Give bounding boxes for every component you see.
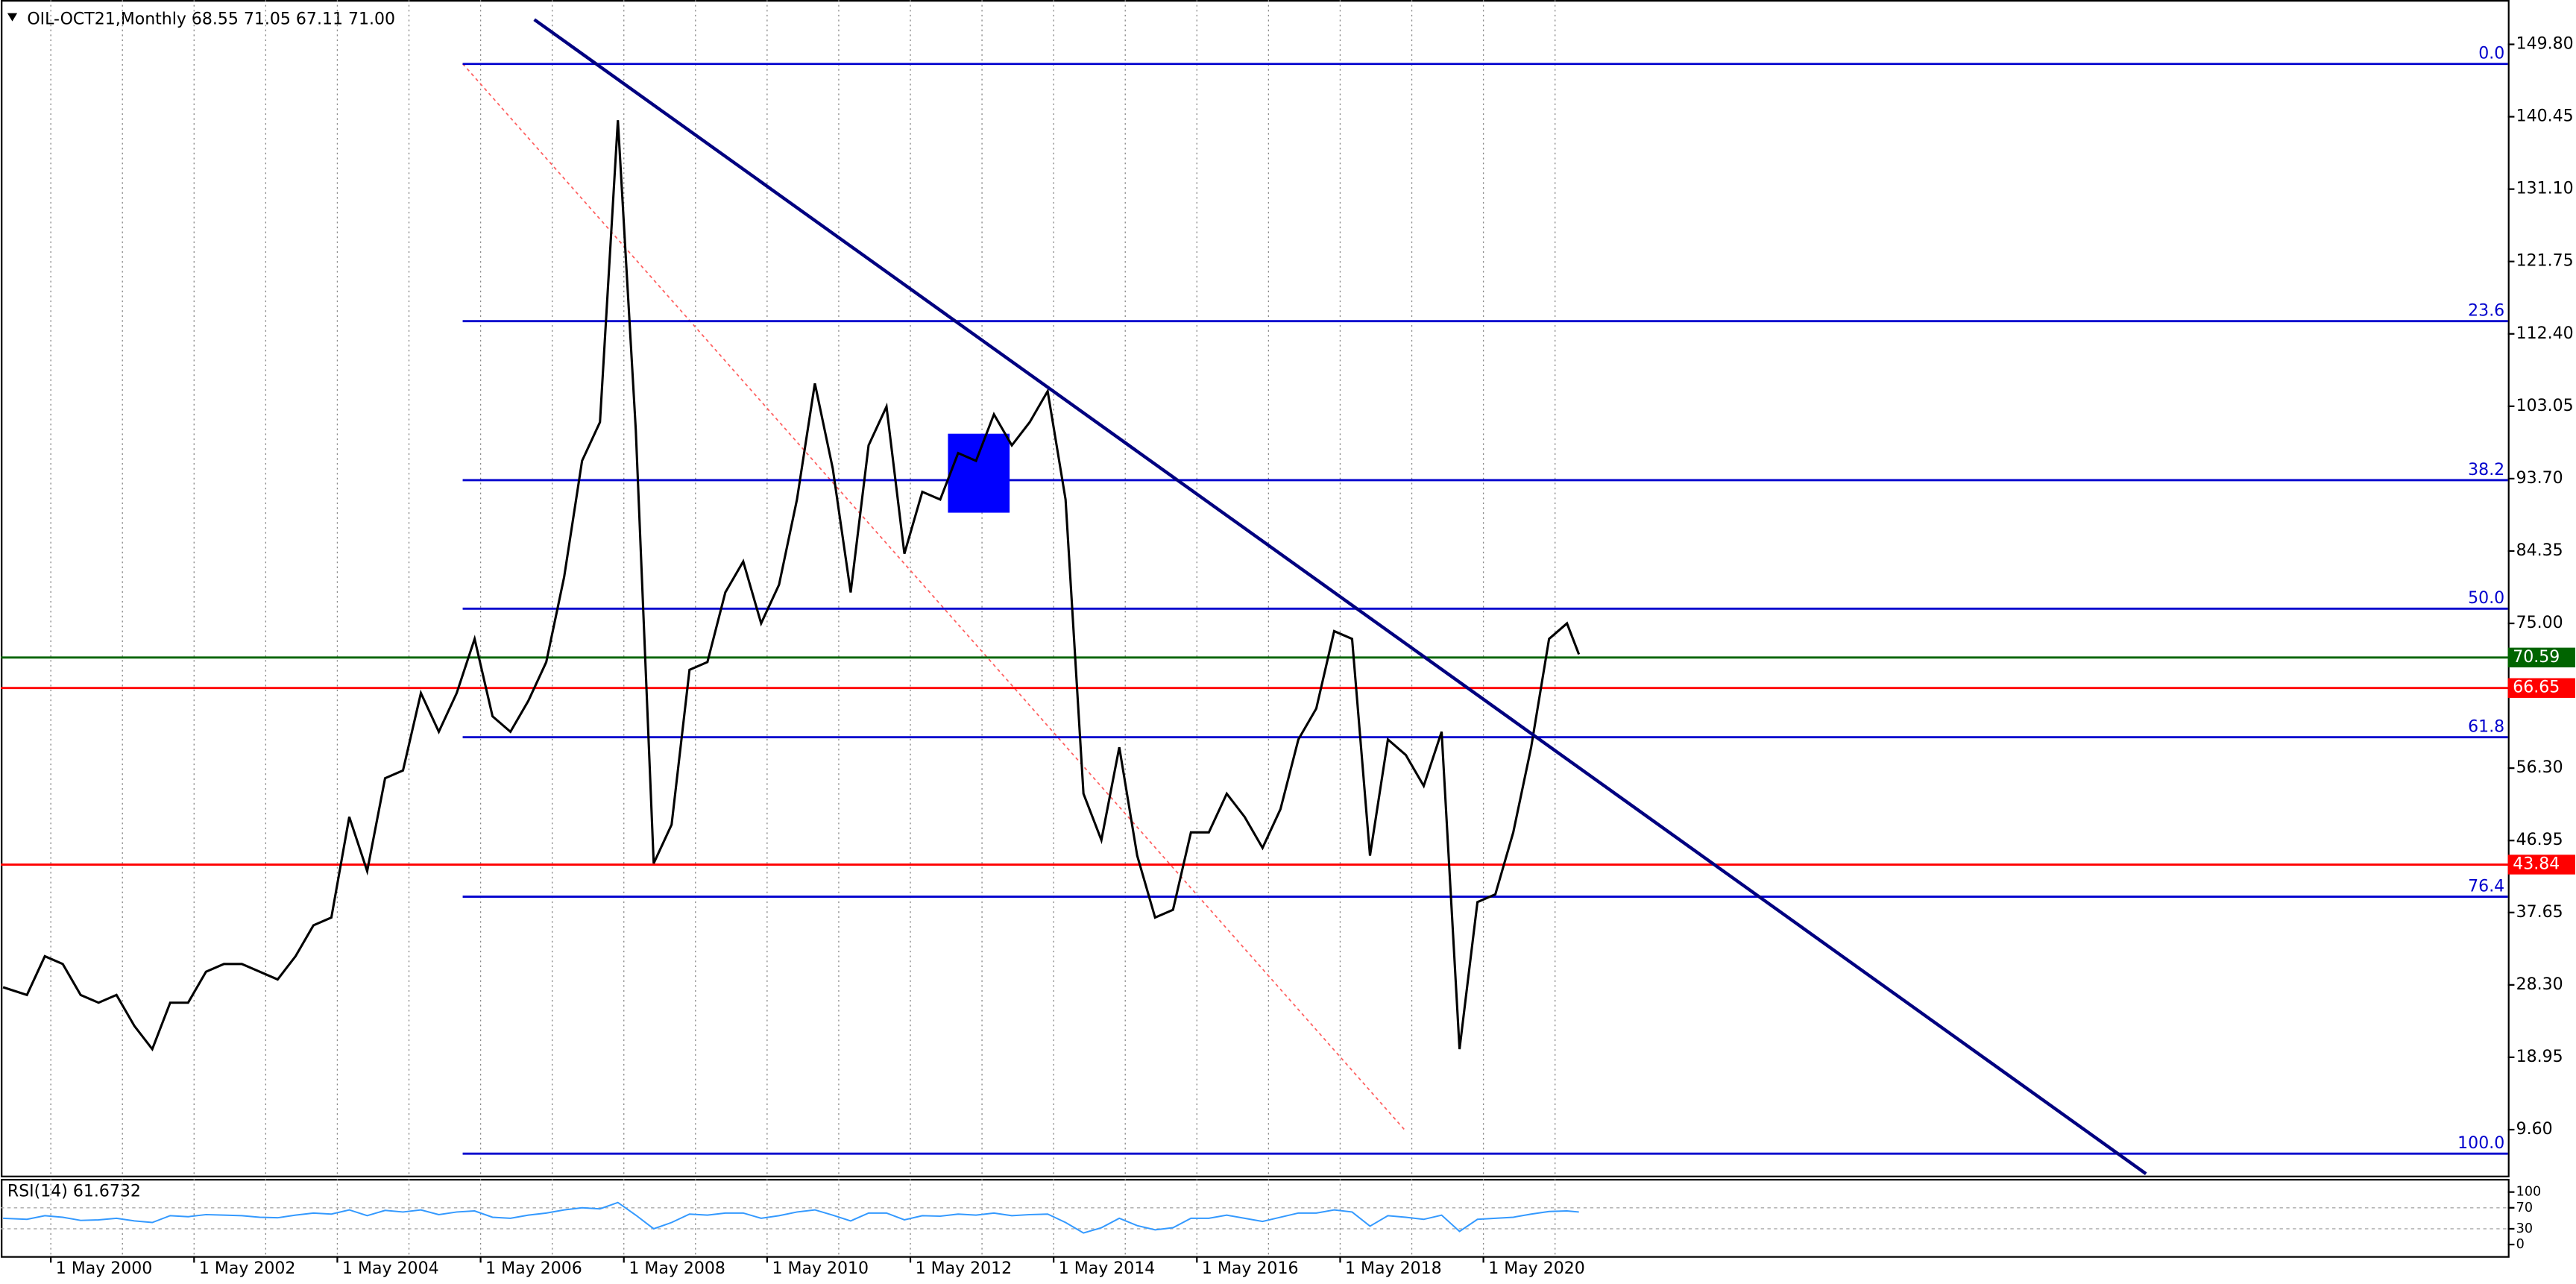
price-label: 70.59 [2513, 648, 2560, 667]
price-label-box [2507, 647, 2575, 668]
rsi-y-tick-label: 100 [2516, 1185, 2542, 1200]
y-tick-label: 56.30 [2516, 758, 2563, 777]
trendline [533, 18, 2147, 1175]
y-tick-label: 46.95 [2516, 831, 2563, 849]
x-tick-label: 1 May 2016 [1202, 1259, 1299, 1278]
y-tick-label: 18.95 [2516, 1048, 2563, 1066]
y-tick-label: 140.45 [2516, 107, 2574, 126]
chart-title: OIL-OCT21,Monthly 68.55 71.05 67.11 71.0… [27, 10, 395, 28]
y-tick-label: 37.65 [2516, 903, 2563, 922]
y-tick-label: 149.80 [2516, 34, 2574, 53]
rsi-line [3, 1201, 1579, 1234]
price-panel-frame [1, 0, 2510, 1177]
fib-level-label: 76.4 [2468, 877, 2504, 896]
y-tick-label: 121.75 [2516, 252, 2574, 271]
x-tick-label: 1 May 2002 [199, 1259, 296, 1278]
x-tick-label: 1 May 2008 [629, 1259, 725, 1278]
y-tick-label: 93.70 [2516, 469, 2563, 488]
y-tick-label: 75.00 [2516, 614, 2563, 632]
price-label-box [2507, 855, 2575, 875]
fib-diagonal [462, 63, 1407, 1132]
fib-level-label: 38.2 [2468, 461, 2504, 479]
price-line-series [2, 120, 1581, 1052]
y-tick-label: 103.05 [2516, 397, 2574, 415]
price-label-box [2507, 678, 2575, 698]
x-tick-label: 1 May 2000 [56, 1259, 153, 1278]
y-tick-label: 28.30 [2516, 975, 2563, 994]
y-tick-label: 131.10 [2516, 180, 2574, 198]
x-tick-label: 1 May 2006 [485, 1259, 582, 1278]
highlight-rectangle [948, 433, 1010, 513]
x-tick-label: 1 May 2020 [1488, 1259, 1585, 1278]
x-tick-label: 1 May 2012 [916, 1259, 1013, 1278]
fib-level-label: 50.0 [2468, 589, 2504, 608]
y-tick-label: 9.60 [2516, 1120, 2553, 1139]
x-tick-label: 1 May 2010 [772, 1259, 869, 1278]
fib-level-label: 0.0 [2478, 45, 2504, 63]
rsi-y-tick-label: 70 [2516, 1200, 2533, 1215]
price-label: 43.84 [2513, 855, 2560, 874]
collapse-icon [7, 13, 18, 22]
y-tick-label: 84.35 [2516, 541, 2563, 560]
rsi-y-tick-label: 30 [2516, 1221, 2533, 1236]
x-tick-label: 1 May 2014 [1059, 1259, 1156, 1278]
fib-level-label: 100.0 [2457, 1134, 2504, 1153]
rsi-label: RSI(14) 61.6732 [7, 1183, 141, 1201]
fib-level-label: 61.8 [2468, 717, 2504, 736]
rsi-panel-frame [1, 1179, 2510, 1258]
rsi-y-tick-label: 0 [2516, 1237, 2525, 1252]
x-tick-label: 1 May 2018 [1345, 1259, 1442, 1278]
price-label: 66.65 [2513, 679, 2560, 697]
fib-level-label: 23.6 [2468, 301, 2504, 320]
y-tick-label: 112.40 [2516, 324, 2574, 343]
x-tick-label: 1 May 2004 [342, 1259, 439, 1278]
